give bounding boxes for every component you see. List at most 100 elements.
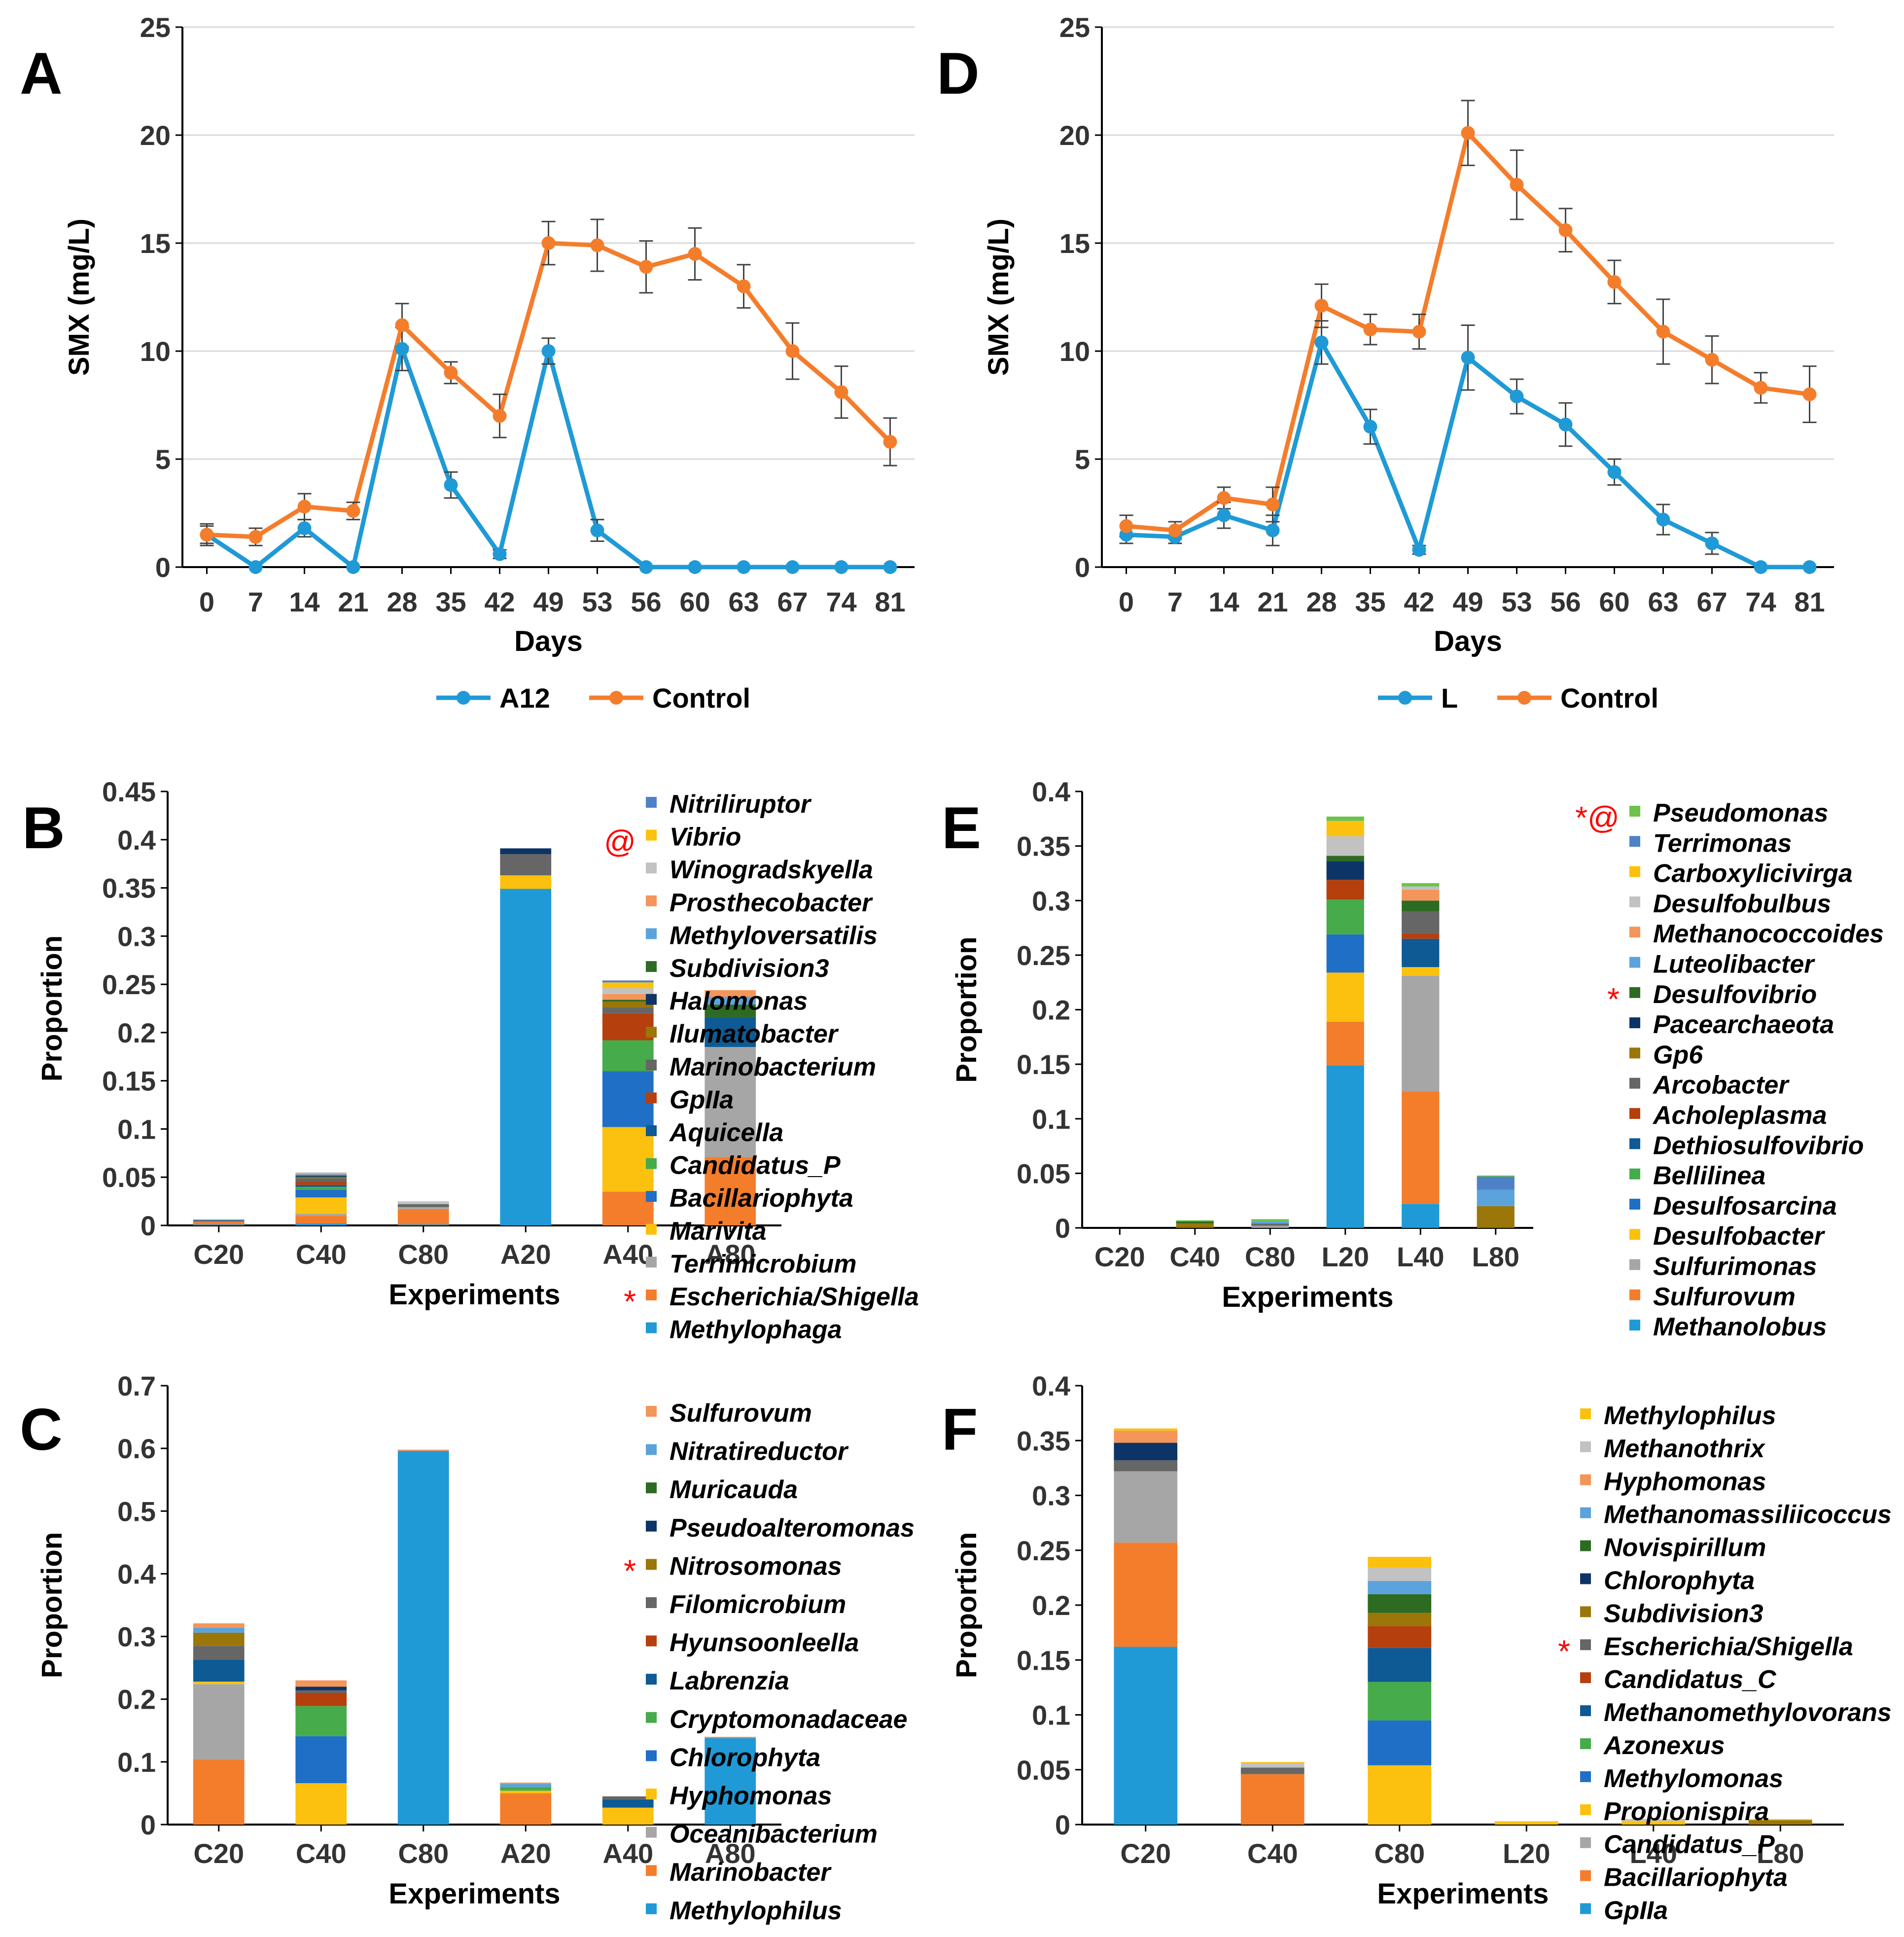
data-point xyxy=(1266,523,1280,538)
bar-segment xyxy=(295,1177,347,1179)
legend-swatch xyxy=(646,1444,657,1455)
data-point xyxy=(1314,335,1329,350)
bar-segment xyxy=(1114,1647,1178,1825)
data-point xyxy=(297,500,312,514)
bar-segment xyxy=(295,1189,347,1198)
legend-swatch xyxy=(646,1827,657,1838)
x-tick-label: 21 xyxy=(1257,586,1288,617)
bar-segment xyxy=(1326,1065,1364,1228)
legend-swatch xyxy=(646,1712,657,1723)
data-point xyxy=(834,560,848,574)
legend-swatch xyxy=(646,928,657,939)
legend-label: Escherichia/Shigella xyxy=(1604,1632,1853,1661)
data-point xyxy=(590,523,604,538)
data-point xyxy=(688,247,702,261)
x-tick-label: A80 xyxy=(705,1838,756,1869)
y-tick-label: 0.25 xyxy=(1017,940,1070,971)
bar-segment xyxy=(295,1693,347,1706)
data-point xyxy=(493,547,507,561)
bar-segment xyxy=(1251,1221,1289,1224)
bar-segment xyxy=(602,1002,654,1008)
panel-label: E xyxy=(942,795,981,861)
legend-label: Dethiosulfovibrio xyxy=(1653,1131,1864,1160)
bar-segment xyxy=(1402,900,1440,912)
legend-swatch xyxy=(1629,1320,1640,1331)
bar-segment xyxy=(1326,821,1364,836)
data-point xyxy=(834,385,848,399)
y-tick-label: 0.2 xyxy=(117,1017,156,1048)
bar-segment xyxy=(193,1627,245,1633)
bar-segment xyxy=(193,1646,245,1660)
legend-swatch xyxy=(1629,806,1640,817)
x-tick-label: 7 xyxy=(248,586,263,617)
bar-segment xyxy=(193,1632,245,1646)
bar-segment xyxy=(1326,1021,1364,1066)
x-tick-label: 81 xyxy=(1794,586,1825,617)
bar-segment xyxy=(1477,1206,1515,1228)
x-tick-label: L20 xyxy=(1503,1838,1551,1869)
bar-segment xyxy=(705,1738,756,1825)
panel-label: C xyxy=(20,1397,63,1463)
y-tick-label: 0.35 xyxy=(1017,831,1070,862)
bar-segment xyxy=(397,1204,449,1207)
legend-label: Acholeplasma xyxy=(1652,1101,1827,1130)
bar-segment xyxy=(295,1178,347,1182)
x-tick-label: L20 xyxy=(1322,1241,1370,1272)
legend-swatch xyxy=(646,797,657,808)
bar-segment xyxy=(705,997,756,1005)
bar-segment xyxy=(602,1040,654,1072)
bar-segment xyxy=(500,848,552,855)
x-tick-label: C40 xyxy=(1247,1838,1298,1869)
legend-label: Methylomonas xyxy=(1604,1764,1783,1793)
data-point xyxy=(737,560,751,574)
bar-segment xyxy=(1402,883,1440,887)
data-point xyxy=(1412,542,1426,557)
bar-segment xyxy=(295,1783,347,1825)
y-tick-label: 0.5 xyxy=(117,1496,156,1527)
bar-segment xyxy=(295,1686,347,1690)
legend-label: Escherichia/Shigella xyxy=(670,1283,919,1311)
legend-swatch xyxy=(646,829,657,841)
legend-label: Control xyxy=(1560,682,1658,714)
series-line xyxy=(206,347,890,570)
bar-chart-panel-B: 0 0.05 0.1 0.15 0.2 0.25 0.3 0.35 0.4 0.45 C20 C40 C… xyxy=(22,776,919,1344)
bar-segment xyxy=(1368,1682,1432,1721)
legend-swatch xyxy=(646,1158,657,1169)
y-tick-label: 25 xyxy=(1059,12,1090,43)
y-tick-label: 0 xyxy=(141,1809,156,1840)
legend-swatch xyxy=(646,1406,657,1417)
data-point xyxy=(1266,497,1280,511)
bar-segment xyxy=(1114,1460,1178,1471)
legend-label: Sulfurimonas xyxy=(1653,1253,1817,1281)
bar-segment xyxy=(1402,938,1440,968)
legend-swatch xyxy=(1580,1903,1591,1914)
legend-label: Methylophilus xyxy=(1604,1401,1776,1430)
bar-segment xyxy=(295,1736,347,1784)
legend-swatch xyxy=(1580,1705,1591,1717)
data-point xyxy=(1802,560,1817,574)
legend-label: Subdivision3 xyxy=(1604,1599,1763,1628)
x-tick-label: 60 xyxy=(679,586,710,617)
legend-label: Desulfovibrio xyxy=(1653,980,1817,1009)
x-tick-label: A40 xyxy=(602,1838,653,1869)
legend-label: Methylophilus xyxy=(670,1897,842,1925)
bar-segment xyxy=(1251,1219,1289,1221)
panel-label: D xyxy=(937,40,980,107)
bar-segment xyxy=(500,1787,552,1791)
bar-segment xyxy=(1622,1821,1686,1825)
bar-segment xyxy=(1622,1819,1686,1821)
legend-label: Pseudomonas xyxy=(1653,799,1828,827)
bar-segment xyxy=(1368,1594,1432,1613)
legend-label: Pacearchaeota xyxy=(1653,1010,1834,1039)
data-point xyxy=(248,530,263,544)
legend-label: Ilumatobacter xyxy=(670,1020,839,1048)
y-tick-label: 5 xyxy=(155,444,171,475)
legend-label: Methanomassiliicoccus xyxy=(1604,1501,1892,1529)
data-point xyxy=(1705,536,1719,550)
bar-segment xyxy=(500,1784,552,1787)
x-tick-label: A40 xyxy=(602,1239,653,1270)
bar-segment xyxy=(295,1184,347,1187)
legend-swatch xyxy=(646,1865,657,1876)
legend-label: Oceanibacterium xyxy=(670,1820,878,1849)
x-tick-label: L40 xyxy=(1630,1838,1678,1869)
